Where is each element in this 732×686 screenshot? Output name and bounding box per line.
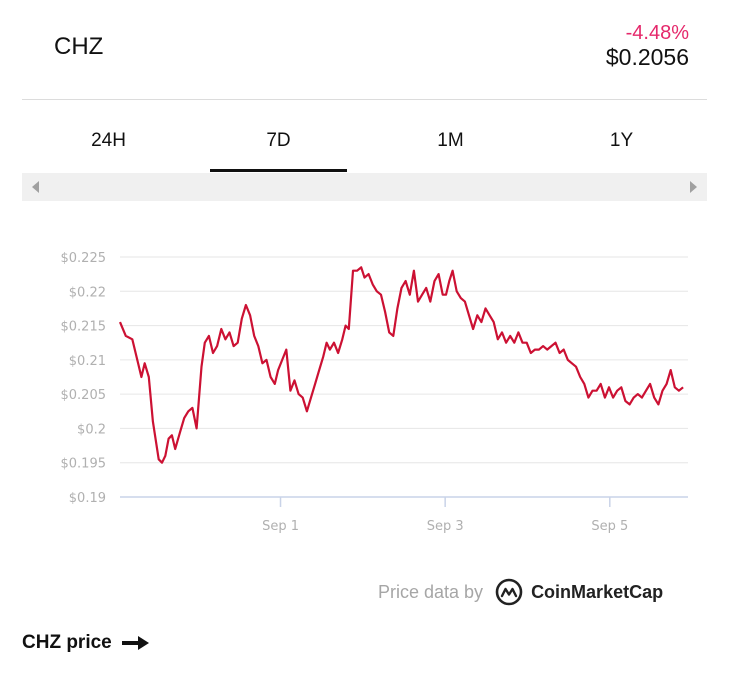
chart-gridlines bbox=[120, 256, 688, 498]
price-line-chart: $0.19 $0.195 $0.2 $0.205 $0.21 $0.215 $0.22 $0.… bbox=[61, 251, 688, 534]
y-axis-labels: $0.19 $0.195 $0.2 $0.205 $0.21 $0.215 $0.22 $0.… bbox=[61, 251, 107, 506]
triangle-left-icon[interactable] bbox=[32, 181, 39, 193]
price-change-percent: -4.48% bbox=[625, 22, 689, 44]
price-line bbox=[118, 266, 684, 464]
chz-price-link[interactable]: CHZ price bbox=[22, 632, 150, 654]
x-tick-label: Sep 1 bbox=[262, 519, 299, 534]
current-price: $0.2056 bbox=[605, 44, 689, 70]
y-tick-label: $0.225 bbox=[61, 251, 107, 266]
chz-price-link-label: CHZ price bbox=[22, 632, 112, 653]
triangle-right-icon[interactable] bbox=[690, 181, 697, 193]
time-range-tabs: 24H 7D 1M 1Y bbox=[22, 112, 707, 172]
price-series bbox=[118, 266, 684, 464]
tab-1y[interactable]: 1Y bbox=[609, 130, 634, 151]
data-credit: Price data by CoinMarketCap bbox=[378, 577, 663, 607]
y-tick-label: $0.205 bbox=[61, 388, 107, 403]
y-tick-label: $0.2 bbox=[77, 422, 106, 437]
y-tick-label: $0.19 bbox=[69, 491, 106, 506]
price-header: CHZ -4.48% $0.2056 bbox=[22, 0, 707, 100]
x-tick-label: Sep 5 bbox=[591, 519, 628, 534]
y-tick-label: $0.22 bbox=[69, 285, 106, 300]
tab-7d[interactable]: 7D bbox=[210, 112, 347, 172]
x-axis-labels: Sep 1 Sep 3 Sep 5 bbox=[262, 497, 628, 534]
chart-scrollbar[interactable] bbox=[22, 173, 707, 201]
tab-24h[interactable]: 24H bbox=[91, 130, 126, 151]
coin-symbol: CHZ bbox=[54, 33, 104, 60]
coinmarketcap-brand[interactable]: CoinMarketCap bbox=[531, 581, 664, 602]
arrow-right-icon bbox=[121, 636, 149, 650]
y-tick-label: $0.195 bbox=[61, 457, 107, 472]
coinmarketcap-logo-icon bbox=[495, 578, 523, 606]
y-tick-label: $0.21 bbox=[69, 354, 106, 369]
y-tick-label: $0.215 bbox=[61, 320, 107, 335]
tab-1m[interactable]: 1M bbox=[437, 130, 464, 151]
credit-text: Price data by bbox=[378, 581, 484, 602]
x-tick-label: Sep 3 bbox=[427, 519, 464, 534]
